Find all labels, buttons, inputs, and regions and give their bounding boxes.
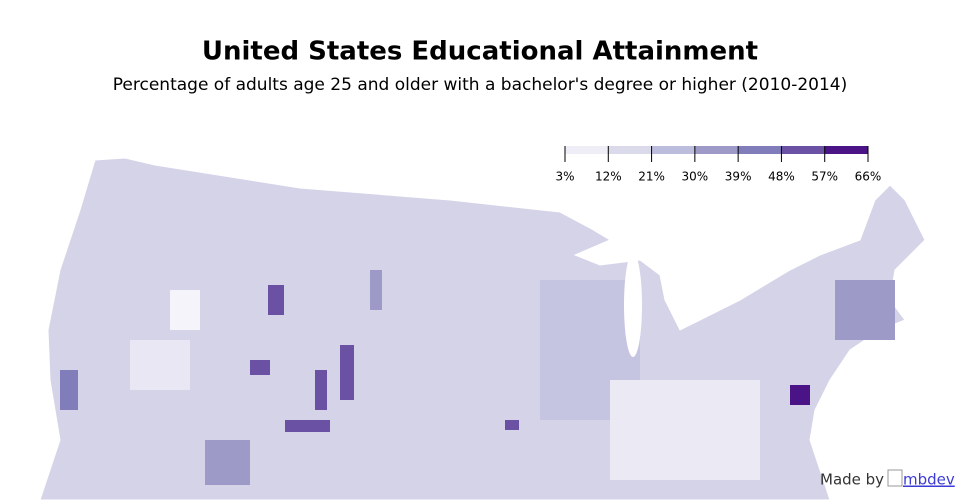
- legend-swatch: [651, 146, 695, 154]
- patch: [315, 370, 327, 410]
- county-patches: [60, 270, 895, 485]
- legend-tick-label: 12%: [595, 170, 622, 184]
- subtitle: Percentage of adults age 25 and older wi…: [113, 75, 847, 95]
- legend-swatch: [565, 146, 609, 154]
- author-link[interactable]: mbdev: [903, 471, 955, 489]
- patch: [610, 380, 760, 480]
- legend-tick-label: 57%: [811, 170, 838, 184]
- lake-michigan: [624, 253, 642, 357]
- legend-tick-label: 66%: [855, 170, 882, 184]
- patch: [205, 440, 250, 485]
- legend-tick-label: 48%: [768, 170, 795, 184]
- patch: [505, 420, 519, 430]
- legend-swatch: [694, 146, 739, 154]
- legend: 3% 12% 21% 30% 39% 48% 57% 66%: [555, 146, 881, 184]
- patch: [130, 340, 190, 390]
- patch: [60, 370, 78, 410]
- patch: [340, 345, 354, 400]
- patch: [790, 385, 810, 405]
- legend-swatch: [781, 146, 825, 154]
- legend-tick-label: 3%: [555, 170, 574, 184]
- legend-swatch: [824, 146, 868, 154]
- us-map: [39, 157, 926, 500]
- patch: [370, 270, 382, 310]
- broken-image-icon: [887, 469, 903, 487]
- legend-swatch: [608, 146, 652, 154]
- legend-tick-label: 21%: [638, 170, 665, 184]
- patch: [170, 290, 200, 330]
- patch: [835, 280, 895, 340]
- patch: [268, 285, 284, 315]
- patch: [285, 420, 330, 432]
- legend-tick-label: 39%: [725, 170, 752, 184]
- footer-text: Made by: [820, 471, 884, 489]
- patch: [250, 360, 270, 375]
- legend-tick-label: 30%: [682, 170, 709, 184]
- title: United States Educational Attainment: [202, 37, 758, 67]
- legend-swatch: [738, 146, 782, 154]
